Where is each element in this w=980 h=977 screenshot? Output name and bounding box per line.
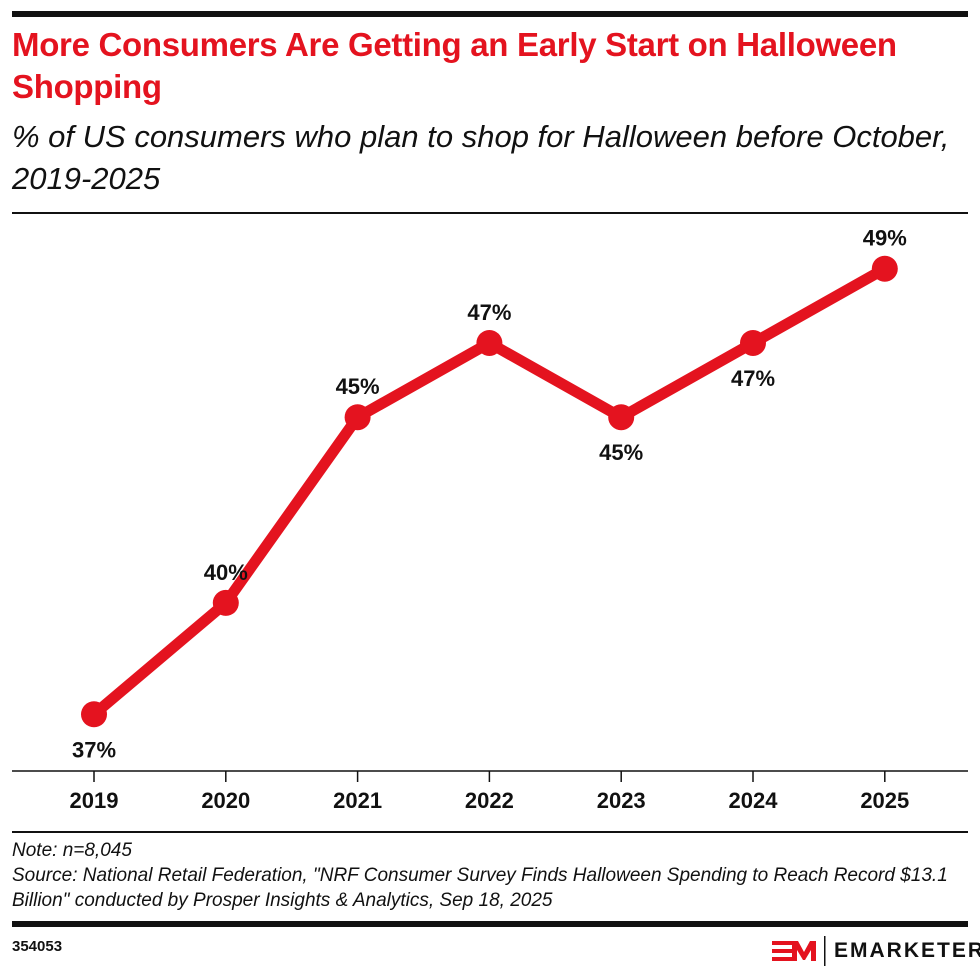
notes: Note: n=8,045 Source: National Retail Fe… bbox=[12, 838, 962, 913]
x-tick-label: 2023 bbox=[597, 788, 646, 813]
data-label: 40% bbox=[204, 560, 248, 585]
chart-title: More Consumers Are Getting an Early Star… bbox=[12, 26, 897, 105]
data-point bbox=[740, 329, 766, 356]
x-tick-label: 2019 bbox=[70, 788, 119, 813]
bottom-bar bbox=[12, 921, 968, 927]
data-label: 45% bbox=[336, 374, 380, 399]
data-label: 45% bbox=[599, 440, 643, 465]
data-label: 47% bbox=[731, 366, 775, 391]
data-point bbox=[476, 329, 503, 356]
data-point bbox=[344, 404, 371, 431]
data-label: 49% bbox=[863, 226, 907, 251]
footer-divider bbox=[12, 831, 968, 833]
emarketer-logo: EMARKETER bbox=[772, 932, 980, 968]
data-point bbox=[81, 701, 107, 728]
x-tick-label: 2021 bbox=[333, 788, 382, 813]
data-label: 37% bbox=[72, 737, 116, 762]
chart-id: 354053 bbox=[12, 938, 63, 955]
data-point bbox=[212, 589, 239, 616]
x-tick-label: 2020 bbox=[201, 788, 250, 813]
header-divider bbox=[12, 212, 968, 214]
source-text: Source: National Retail Federation, "NRF… bbox=[12, 865, 948, 911]
data-label: 47% bbox=[467, 300, 511, 325]
logo-text: EMARKETER bbox=[834, 939, 980, 962]
em-logo-mark-icon bbox=[772, 936, 826, 966]
x-tick-label: 2025 bbox=[860, 788, 909, 813]
x-tick-label: 2022 bbox=[465, 788, 514, 813]
data-point bbox=[871, 255, 898, 282]
note-text: Note: n=8,045 bbox=[12, 840, 132, 861]
data-point bbox=[608, 404, 635, 431]
chart-subtitle: % of US consumers who plan to shop for H… bbox=[12, 119, 950, 196]
top-bar bbox=[12, 11, 968, 17]
x-tick-label: 2024 bbox=[729, 788, 779, 813]
